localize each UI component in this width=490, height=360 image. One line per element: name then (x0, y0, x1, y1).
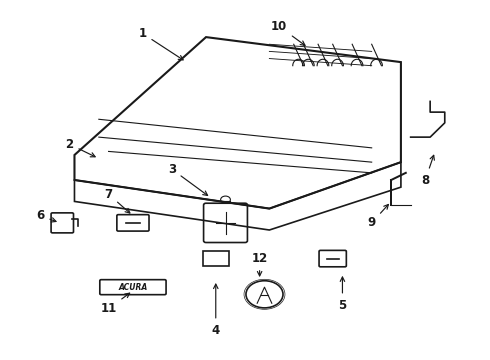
Text: 5: 5 (338, 277, 346, 311)
Text: ACURA: ACURA (118, 283, 147, 292)
Text: 10: 10 (271, 20, 305, 45)
Text: 2: 2 (66, 138, 95, 157)
Text: 9: 9 (368, 204, 389, 229)
Text: 8: 8 (421, 155, 434, 186)
Text: 11: 11 (100, 293, 130, 315)
Text: 7: 7 (104, 188, 130, 213)
Text: 12: 12 (251, 252, 268, 276)
Text: 4: 4 (212, 284, 220, 337)
Text: 6: 6 (36, 209, 56, 222)
Text: 3: 3 (168, 163, 208, 195)
Text: 1: 1 (139, 27, 183, 60)
